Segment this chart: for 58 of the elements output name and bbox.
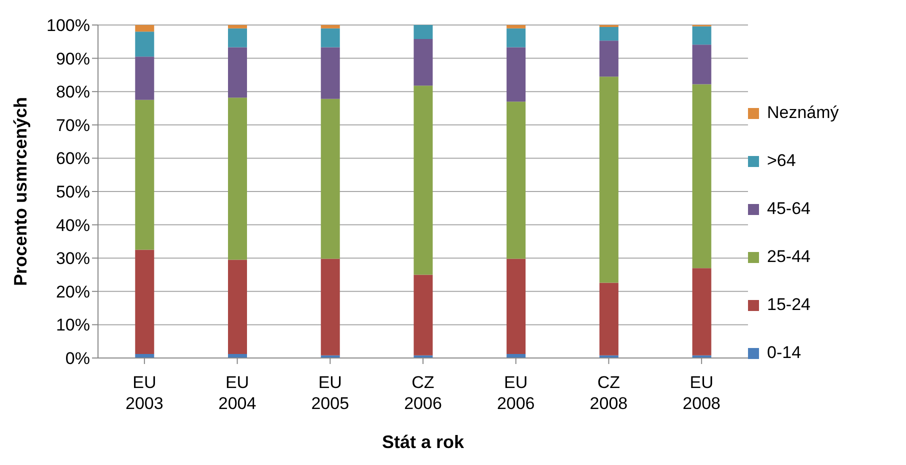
- bar: [692, 26, 712, 45]
- y-tick-label: 60%: [56, 149, 90, 168]
- bar: [228, 25, 247, 28]
- bar: [228, 28, 247, 48]
- bar: [135, 25, 154, 32]
- bar: [320, 25, 340, 28]
- y-tick-label: 90%: [56, 49, 90, 68]
- x-tick-label: EU 2004: [218, 373, 256, 413]
- x-tick-label: CZ 2006: [404, 373, 442, 413]
- legend-label: Neznámý: [767, 103, 839, 123]
- bar: [599, 282, 618, 356]
- bar: [506, 47, 526, 102]
- bar: [135, 100, 154, 250]
- legend-label: 25-44: [767, 247, 810, 267]
- bar: [599, 40, 618, 77]
- bar: [135, 250, 154, 354]
- bar: [599, 76, 618, 283]
- bar: [320, 47, 340, 99]
- y-tick-label: 50%: [56, 182, 90, 202]
- x-tick-label: CZ 2008: [590, 373, 628, 413]
- bar: [506, 258, 526, 354]
- bar: [506, 25, 526, 28]
- bar: [599, 27, 618, 41]
- bar: [320, 258, 340, 356]
- bar: [228, 98, 247, 260]
- y-tick-label: 80%: [56, 82, 90, 102]
- bar: [414, 274, 433, 356]
- y-tick-label: 0%: [65, 349, 90, 368]
- y-tick-label: 30%: [56, 249, 90, 268]
- bar: [692, 268, 712, 356]
- bar: [320, 28, 340, 48]
- y-tick-label: 70%: [56, 116, 90, 135]
- bar: [414, 38, 433, 86]
- y-tick-label: 10%: [56, 316, 90, 335]
- bar: [414, 86, 433, 275]
- bar: [228, 260, 247, 354]
- bar: [414, 25, 433, 39]
- bar: [135, 32, 154, 57]
- x-axis-title: Stát a rok: [382, 432, 465, 452]
- bar: [506, 102, 526, 259]
- x-tick-label: EU 2008: [682, 373, 720, 413]
- legend-label: 45-64: [767, 199, 810, 219]
- bar: [320, 98, 340, 259]
- y-tick-label: 20%: [56, 282, 90, 302]
- legend-label: >64: [767, 151, 796, 171]
- x-tick-label: EU 2003: [126, 373, 164, 413]
- bar: [135, 56, 154, 100]
- legend-label: 15-24: [767, 295, 810, 315]
- bar: [228, 47, 247, 98]
- bar: [692, 44, 712, 84]
- y-tick-label: 100%: [46, 16, 90, 36]
- bar: [506, 28, 526, 48]
- y-tick-label: 40%: [56, 216, 90, 235]
- x-tick-label: EU 2006: [496, 373, 535, 413]
- x-tick-label: EU 2005: [311, 373, 350, 413]
- y-axis-title: Procento usmrcených: [10, 96, 30, 286]
- legend-label: 0-14: [767, 343, 802, 363]
- bar: [692, 84, 712, 268]
